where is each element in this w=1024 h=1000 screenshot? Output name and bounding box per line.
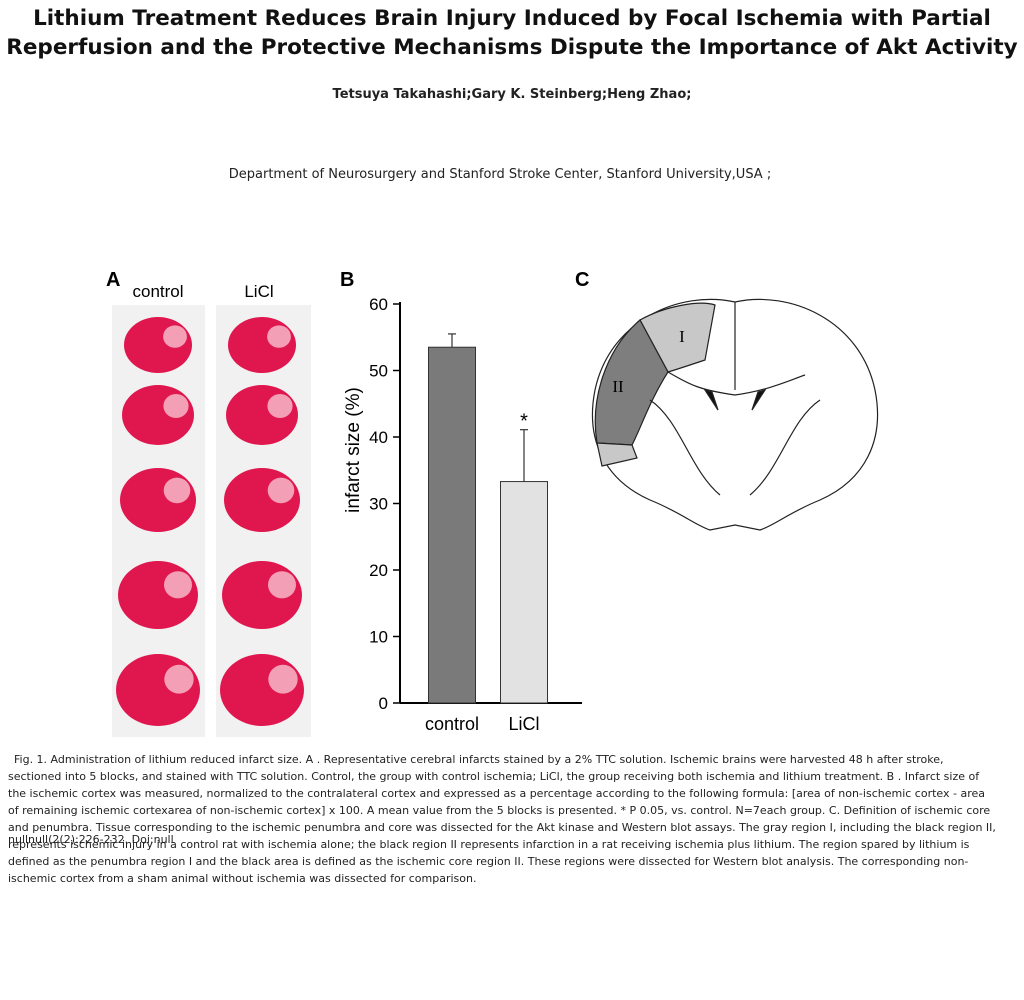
slice-highlight <box>163 477 191 504</box>
region-i <box>596 442 638 467</box>
affiliation: Department of Neurosurgery and Stanford … <box>228 167 772 182</box>
panel-label: B <box>340 269 354 291</box>
x-tick-label: control <box>425 714 479 734</box>
citation: nullnull(2(2):226-232. Doi:null <box>8 833 174 846</box>
region-label: I <box>679 327 685 346</box>
significance-marker: * <box>520 411 528 433</box>
brain-slices <box>112 305 311 737</box>
slice-highlight <box>267 325 291 348</box>
title: Lithium Treatment Reduces Brain Injury I… <box>6 6 1018 60</box>
y-tick-label: 20 <box>369 561 388 580</box>
slice-highlight <box>163 394 189 418</box>
y-tick-label: 40 <box>369 428 388 447</box>
column-label: control <box>132 282 183 301</box>
slice-highlight <box>267 477 295 504</box>
bar <box>500 481 548 704</box>
column-label: LiCl <box>244 282 273 301</box>
slice-highlight <box>268 571 296 599</box>
slice-highlight <box>164 664 194 694</box>
y-tick-label: 0 <box>379 694 388 713</box>
slice-highlight <box>163 325 187 348</box>
authors: Tetsuya Takahashi;Gary K. Steinberg;Heng… <box>332 87 692 102</box>
panel-label: A <box>106 269 120 291</box>
slice-highlight <box>164 571 192 599</box>
x-tick-label: LiCl <box>508 714 539 734</box>
region-label: II <box>612 377 624 396</box>
slice-highlight <box>268 664 298 694</box>
ventricle <box>703 388 767 411</box>
y-tick-label: 50 <box>369 362 388 381</box>
slice-highlight <box>267 394 293 418</box>
figure: A control LiCl B C I II 0 10 20 30 40 50 60 inf… <box>106 269 879 737</box>
panel-label: C <box>575 269 589 291</box>
brain-diagram <box>591 298 879 531</box>
structure-line <box>649 399 821 496</box>
y-tick-label: 60 <box>369 295 388 314</box>
y-axis-label: infarct size (%) <box>343 387 364 513</box>
corpus-callosum <box>667 371 806 396</box>
bar <box>428 346 476 704</box>
bar-chart: 0 10 20 30 40 50 60 infarct size (%) control LiCl… <box>343 295 582 734</box>
y-tick-label: 10 <box>369 628 388 647</box>
y-tick-label: 30 <box>369 495 388 514</box>
caption: Fig. 1. Administration of lithium reduce… <box>8 753 996 885</box>
